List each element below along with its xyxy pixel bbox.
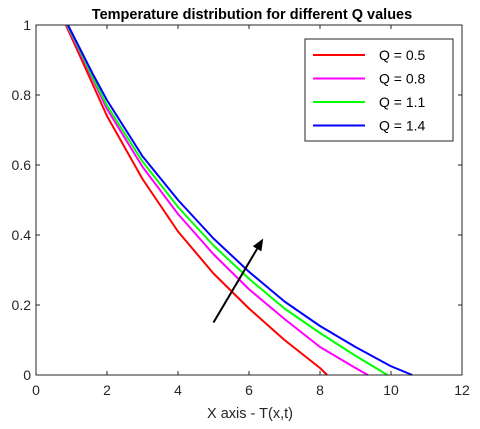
x-tick-label: 2	[103, 382, 111, 398]
x-tick-label: 0	[32, 382, 40, 398]
x-tick-label: 4	[174, 382, 182, 398]
x-axis-label: X axis - T(x,t)	[207, 406, 293, 422]
y-tick-label: 0.2	[12, 297, 32, 313]
legend-label-4: Q = 1.4	[379, 118, 426, 134]
y-tick-label: 0.4	[12, 227, 32, 243]
y-tick-label: 1	[23, 17, 31, 33]
x-tick-label: 10	[383, 382, 399, 398]
annotation-arrow-head	[252, 238, 264, 252]
legend-label-3: Q = 1.1	[379, 94, 426, 110]
series-line-1	[64, 24, 328, 376]
chart-title: Temperature distribution for different Q…	[92, 7, 412, 23]
y-tick-label: 0.8	[12, 87, 32, 103]
y-tick-label: 0.6	[12, 157, 32, 173]
legend-label-2: Q = 0.8	[379, 71, 426, 87]
x-tick-label: 12	[454, 382, 470, 398]
annotation-arrow-shaft	[212, 248, 258, 324]
series-line-3	[66, 24, 388, 376]
y-axis: 0 0.2 0.4 0.6 0.8 1	[12, 17, 462, 383]
series-line-4	[67, 24, 413, 376]
x-tick-label: 6	[245, 382, 253, 398]
legend-label-1: Q = 0.5	[379, 47, 426, 63]
x-tick-label: 8	[316, 382, 324, 398]
legend: Q = 0.5 Q = 0.8 Q = 1.1 Q = 1.4	[304, 38, 454, 142]
y-tick-label: 0	[23, 367, 31, 383]
x-axis: 0 2 4 6 8 10 12	[32, 25, 470, 398]
